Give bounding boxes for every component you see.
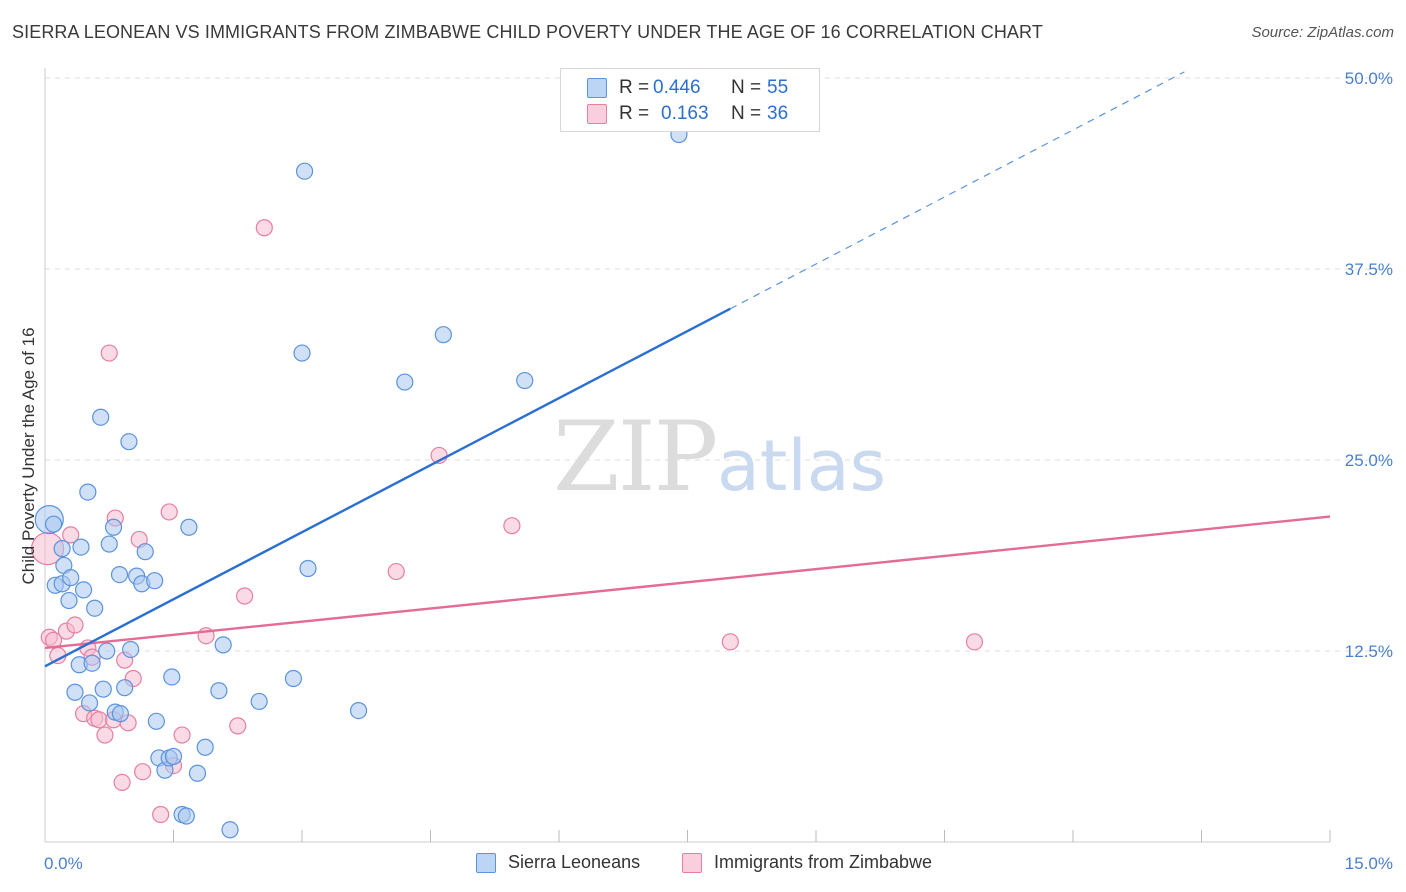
sierra-leonean-point	[111, 705, 129, 723]
sierra-leonean-point	[147, 712, 165, 730]
sierra-leonean-point	[60, 591, 78, 610]
zimbabwe-point	[66, 616, 84, 634]
zimbabwe-point	[387, 562, 405, 581]
y-axis-label: Child Poverty Under the Age of 16	[19, 327, 38, 584]
sierra-leonean-point	[116, 679, 134, 697]
sierra-leonean-point	[83, 654, 101, 672]
source-label: Source: ZipAtlas.com	[1251, 24, 1394, 41]
sierra-leonean-point	[516, 371, 534, 390]
zimbabwe-trend-line	[44, 515, 1331, 650]
zimbabwe-point	[134, 763, 152, 781]
legend-n-value: 55	[767, 77, 789, 98]
zimbabwe-point	[229, 717, 247, 735]
x-tick-label: 0.0%	[44, 854, 83, 873]
sierra-leonean-point	[177, 807, 195, 825]
legend-r-label: R =	[619, 77, 650, 98]
legend-r-value: 0.446	[653, 77, 701, 98]
sierra-leonean-point	[293, 344, 311, 362]
zimbabwe-point	[62, 526, 80, 544]
sierra-leonean-point	[104, 518, 123, 536]
sierra-leonean-point	[53, 540, 71, 558]
y-tick-label: 50.0%	[1345, 69, 1393, 88]
zimbabwe-point	[90, 711, 108, 729]
zimbabwe-point	[96, 726, 114, 744]
sierra-leonean-point	[188, 764, 207, 782]
zimbabwe-point	[721, 633, 739, 651]
sierra-leonean-point	[250, 692, 268, 711]
legend-stats: R = 0.446 N = 55 R = 0.163 N = 36	[560, 68, 820, 132]
y-tick-label: 25.0%	[1345, 451, 1393, 470]
zimbabwe-point	[965, 633, 984, 651]
sierra-leonean-point	[94, 680, 112, 698]
pink-points	[30, 219, 984, 824]
legend-label: Sierra Leoneans	[508, 852, 641, 872]
blue-points	[34, 125, 688, 839]
watermark-zip: ZIP	[553, 401, 716, 513]
x-tick-label: 15.0%	[1345, 854, 1393, 873]
sierra-leonean-point	[44, 515, 63, 533]
sierra-leonean-point	[214, 636, 232, 654]
y-tick-label: 37.5%	[1345, 260, 1393, 279]
sierra-leonean-point	[299, 559, 317, 578]
sierra-leonean-point	[74, 581, 93, 599]
sierra-leonean-point	[62, 569, 80, 587]
gridlines	[45, 77, 1392, 652]
sierra-leonean-point	[221, 821, 239, 839]
sierra-leonean-point	[295, 162, 314, 180]
sierra-leonean-point	[396, 373, 414, 391]
legend-label: Immigrants from Zimbabwe	[714, 852, 933, 872]
sierra-leonean-point	[66, 683, 84, 701]
legend-swatch-blue	[587, 78, 607, 98]
trend-lines	[44, 71, 1331, 668]
chart-title: SIERRA LEONEAN VS IMMIGRANTS FROM ZIMBAB…	[12, 22, 1043, 42]
sierra-leonean-point	[284, 669, 303, 688]
sierra-leonean-point	[349, 701, 368, 720]
zimbabwe-point	[160, 503, 178, 521]
watermark: ZIP atlas	[553, 401, 886, 513]
legend-r-value: 0.163	[661, 103, 709, 124]
legend-swatch-pink	[587, 104, 607, 124]
zimbabwe-point	[152, 805, 170, 824]
sierra-leonean-point	[80, 694, 99, 712]
sierra-leonean-point	[72, 538, 90, 556]
sierra-leonean-point	[180, 518, 198, 536]
sierra-leonean-point	[196, 738, 214, 756]
sierra-leonean-point	[434, 326, 452, 344]
sierra-leonean-point	[210, 682, 228, 700]
legend-n-label: N =	[731, 103, 762, 124]
sierra-leonean-point	[100, 535, 118, 553]
sierra-leonean-point	[92, 408, 110, 426]
sierra-leonean-point	[146, 572, 164, 590]
sierra-leonean-trend-line	[44, 307, 731, 668]
legend-n-label: N =	[731, 77, 762, 98]
zimbabwe-point	[236, 587, 254, 605]
watermark-atlas: atlas	[717, 425, 886, 507]
zimbabwe-point	[503, 517, 521, 535]
zimbabwe-point	[173, 726, 191, 744]
sierra-leonean-point	[86, 599, 104, 617]
sierra-leonean-point	[110, 565, 129, 584]
sierra-leonean-point	[122, 640, 140, 659]
sierra-leonean-point	[120, 433, 138, 451]
sierra-leonean-point	[98, 642, 116, 660]
zimbabwe-point	[113, 773, 131, 792]
sierra-leonean-point	[136, 543, 154, 561]
sierra-leonean-point	[163, 668, 181, 686]
axes	[44, 68, 1331, 843]
sierra-leonean-point	[79, 483, 97, 501]
legend-n-value: 36	[767, 103, 789, 124]
legend-swatch-pink	[682, 853, 702, 873]
sierra-leonean-point	[164, 747, 183, 766]
zimbabwe-point	[255, 219, 273, 237]
legend-r-label: R =	[619, 103, 650, 124]
y-tick-label: 12.5%	[1345, 642, 1393, 661]
zimbabwe-point	[100, 344, 118, 362]
tick-labels: 12.5% 25.0% 37.5% 50.0% 0.0% 15.0%	[44, 69, 1393, 873]
legend-swatch-blue	[476, 853, 496, 873]
